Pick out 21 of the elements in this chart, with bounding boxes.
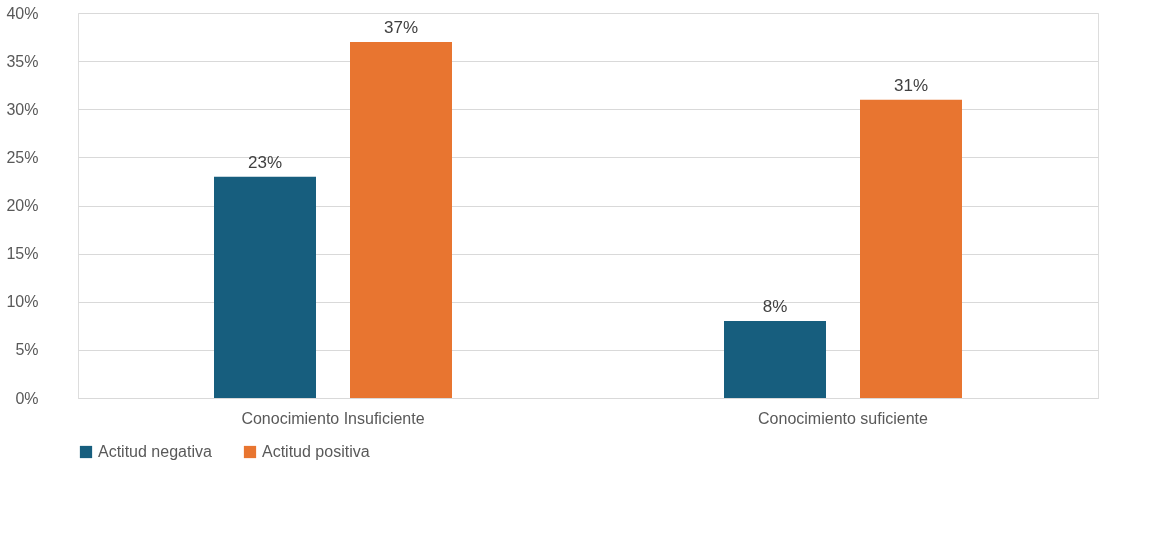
data-label: 23%: [247, 152, 283, 172]
data-label: 37%: [383, 17, 419, 37]
y-tick-label: 20%: [6, 197, 39, 214]
legend-label: Actitud negativa: [98, 443, 212, 460]
y-tick-label: 10%: [6, 293, 39, 311]
y-tick-label: 5%: [15, 341, 39, 359]
bar: [214, 176, 316, 398]
y-tick-label: 15%: [6, 245, 39, 263]
x-tick-label: Conocimiento suficiente: [758, 409, 929, 427]
y-tick-label: 25%: [6, 148, 39, 166]
data-label: 31%: [893, 75, 929, 95]
data-label: 8%: [762, 297, 788, 316]
bar: [724, 321, 826, 398]
y-tick-label: 40%: [6, 4, 39, 22]
y-tick-label: 0%: [15, 389, 39, 407]
bar: [350, 41, 452, 398]
bar: [860, 99, 962, 398]
legend-label: Actitud positiva: [262, 443, 370, 460]
x-tick-label: Conocimiento Insuficiente: [241, 409, 425, 427]
y-tick-label: 30%: [6, 100, 39, 118]
y-tick-label: 35%: [6, 52, 39, 70]
